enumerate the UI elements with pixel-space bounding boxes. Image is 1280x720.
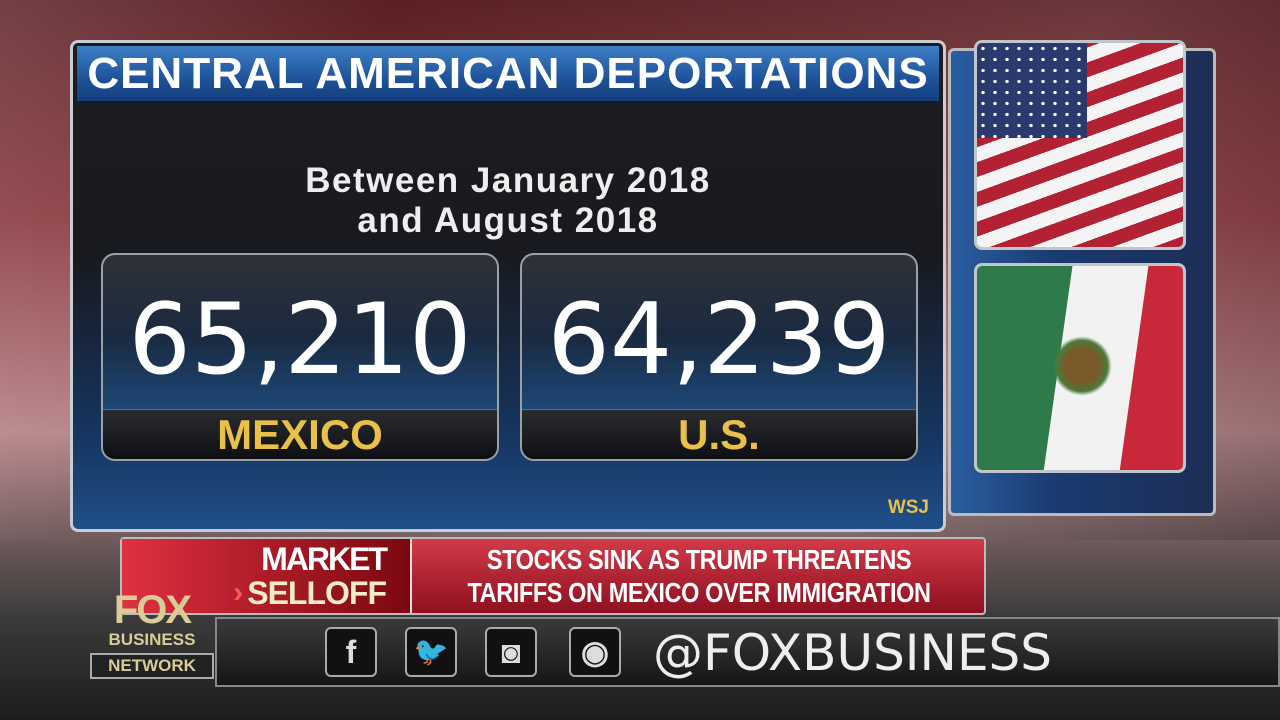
instagram-icon: ◙ (485, 627, 537, 677)
fox-business-logo: FOX BUSINESS NETWORK (90, 590, 214, 684)
ticker-tag: MARKET › SELLOFF (122, 539, 412, 613)
tag-line2-row: › SELLOFF (233, 575, 387, 611)
stat-box-us: 64,239 U.S. (520, 253, 918, 461)
tag-line1: MARKET (261, 541, 388, 577)
source-label: WSJ (887, 497, 929, 518)
graphic-panel: CENTRAL AMERICAN DEPORTATIONS Between Ja… (70, 40, 946, 532)
facebook-icon: f (325, 627, 377, 677)
stat-value: 65,210 (128, 283, 472, 397)
graphic-subtitle: Between January 2018 and August 2018 (73, 161, 943, 241)
headline: STOCKS SINK AS TRUMP THREATENS TARIFFS O… (414, 543, 984, 609)
chevron-right-icon: › (233, 576, 244, 609)
stat-value: 64,239 (547, 283, 891, 397)
news-ticker: MARKET › SELLOFF STOCKS SINK AS TRUMP TH… (120, 537, 986, 615)
headline-line2: TARIFFS ON MEXICO OVER IMMIGRATION (467, 577, 931, 608)
podcast-icon: ◉ (569, 627, 621, 677)
logo-line3: NETWORK (90, 653, 214, 679)
twitter-icon: 🐦 (405, 627, 457, 677)
logo-line1: FOX (113, 588, 192, 632)
social-bar: f 🐦 ◙ ◉ @FOXBUSINESS (215, 617, 1280, 687)
subtitle-line2: and August 2018 (357, 201, 659, 240)
headline-line1: STOCKS SINK AS TRUMP THREATENS (486, 544, 912, 575)
us-flag-icon (974, 40, 1186, 250)
stat-label: U.S. (522, 409, 916, 459)
graphic-title: CENTRAL AMERICAN DEPORTATIONS (77, 46, 939, 101)
social-handle: @FOXBUSINESS (653, 624, 1053, 682)
subtitle-line1: Between January 2018 (305, 161, 711, 200)
tag-line2: SELLOFF (247, 575, 387, 611)
stat-box-mexico: 65,210 MEXICO (101, 253, 499, 461)
stat-label: MEXICO (103, 409, 497, 459)
logo-line2: BUSINESS (108, 630, 196, 649)
mexico-flag-icon (974, 263, 1186, 473)
